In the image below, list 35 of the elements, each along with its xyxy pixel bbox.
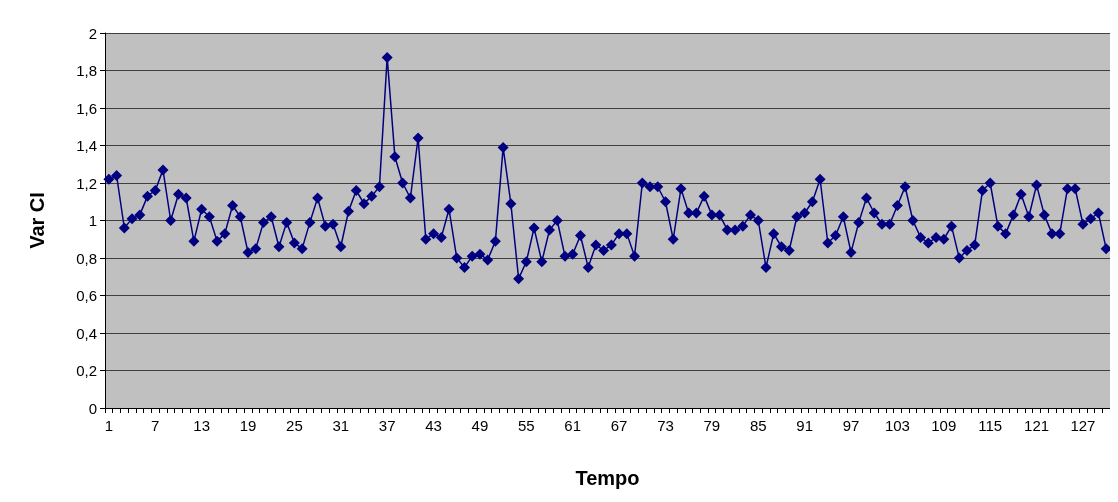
- x-tick-label: 1: [104, 417, 114, 434]
- y-tick-label: 0,2: [76, 362, 97, 379]
- x-tick-label: 109: [931, 417, 957, 434]
- x-tick-label: 31: [332, 417, 350, 434]
- y-tick-label: 1,2: [76, 174, 97, 192]
- y-tick-label: 0,4: [76, 324, 97, 342]
- x-tick-label: 85: [749, 417, 767, 434]
- y-tick-label: 1,4: [76, 137, 97, 154]
- y-tick-label: 2: [88, 24, 97, 42]
- x-tick-label: 55: [517, 417, 535, 434]
- x-tick-label: 37: [378, 417, 396, 434]
- x-tick-label: 121: [1024, 417, 1050, 434]
- y-tick-label: 0,8: [76, 249, 97, 267]
- x-tick-label: 7: [151, 417, 160, 434]
- x-tick-label: 25: [286, 417, 303, 434]
- x-tick-label: 49: [471, 417, 489, 434]
- x-tick-label: 91: [796, 417, 813, 434]
- x-tick-label: 103: [884, 417, 910, 434]
- x-tick-label: 73: [657, 417, 674, 434]
- y-tick-label: 0,6: [76, 287, 97, 304]
- x-tick-label: 61: [564, 417, 582, 434]
- x-tick-label: 13: [193, 417, 210, 434]
- y-tick-label: 1,8: [76, 62, 97, 79]
- y-tick-label: 0: [88, 399, 97, 417]
- x-tick-label: 127: [1070, 417, 1096, 434]
- x-tick-label: 97: [842, 417, 860, 434]
- x-tick-label: 67: [610, 417, 628, 434]
- x-tick-label: 43: [425, 417, 442, 434]
- x-tick-label: 79: [703, 417, 721, 434]
- x-tick-label: 19: [239, 417, 257, 434]
- x-tick-label: 115: [978, 417, 1003, 434]
- x-axis-title: Tempo: [575, 467, 640, 489]
- y-axis-title: Var CI: [26, 192, 48, 249]
- y-tick-label: 1,6: [76, 99, 97, 117]
- y-tick-label: 1: [88, 212, 97, 229]
